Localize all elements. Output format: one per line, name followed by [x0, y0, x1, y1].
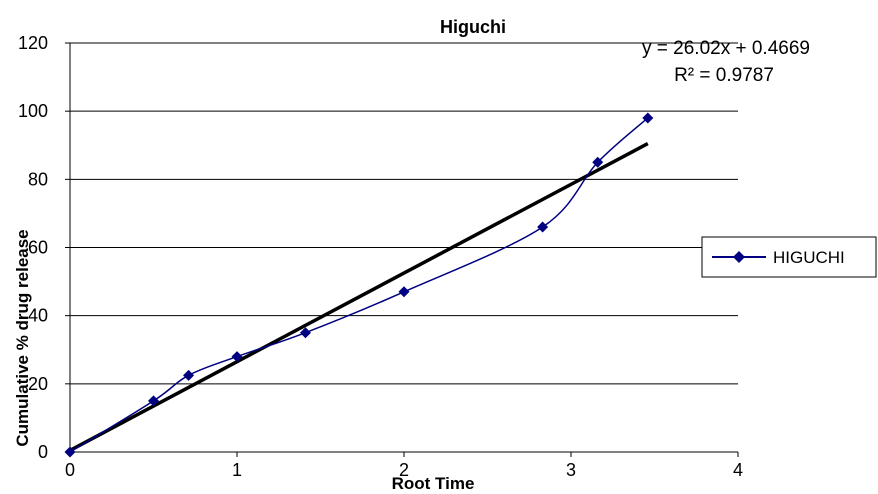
trendline-equation: y = 26.02x + 0.4669	[642, 38, 810, 59]
x-tick-1: 1	[232, 460, 242, 480]
series-line-0	[69, 117, 649, 453]
y-tick-20: 20	[28, 374, 48, 394]
data-point-2	[183, 369, 195, 381]
data-point-6	[537, 221, 549, 233]
data-point-1	[148, 395, 159, 407]
y-tick-120: 120	[18, 33, 48, 53]
legend: HIGUCHI	[701, 236, 877, 278]
x-axis-label: Root Time	[392, 474, 475, 493]
y-tick-0: 0	[38, 442, 48, 462]
legend-marker-swatch	[733, 251, 745, 263]
x-tick-2: 2	[399, 460, 409, 480]
legend-label-higuchi: HIGUCHI	[773, 248, 845, 267]
y-tick-labels: 0 20 40 60 80 100 120	[18, 33, 48, 462]
y-tick-60: 60	[28, 238, 48, 258]
data-point-3	[231, 351, 243, 363]
y-axis-label: Cumulative % drug release	[13, 229, 32, 446]
chart-title: Higuchi	[440, 17, 506, 37]
y-tick-40: 40	[28, 306, 48, 326]
x-tick-4: 4	[733, 460, 743, 480]
x-tick-0: 0	[65, 460, 75, 480]
x-tick-labels: 0 1 2 3 4	[65, 460, 743, 480]
data-point-5	[398, 286, 410, 298]
trendline-r-squared: R² = 0.9787	[674, 65, 774, 86]
data-point-0	[64, 446, 76, 458]
axes	[65, 42, 739, 457]
x-tick-3: 3	[566, 460, 576, 480]
series-higuchi	[64, 112, 654, 458]
y-tick-100: 100	[18, 101, 48, 121]
data-point-8	[642, 112, 654, 124]
trendline	[69, 142, 649, 452]
y-tick-80: 80	[28, 169, 48, 189]
data-point-7	[592, 156, 604, 168]
data-point-4	[299, 327, 311, 339]
gridlines	[70, 42, 738, 385]
trendline-line	[69, 142, 649, 452]
